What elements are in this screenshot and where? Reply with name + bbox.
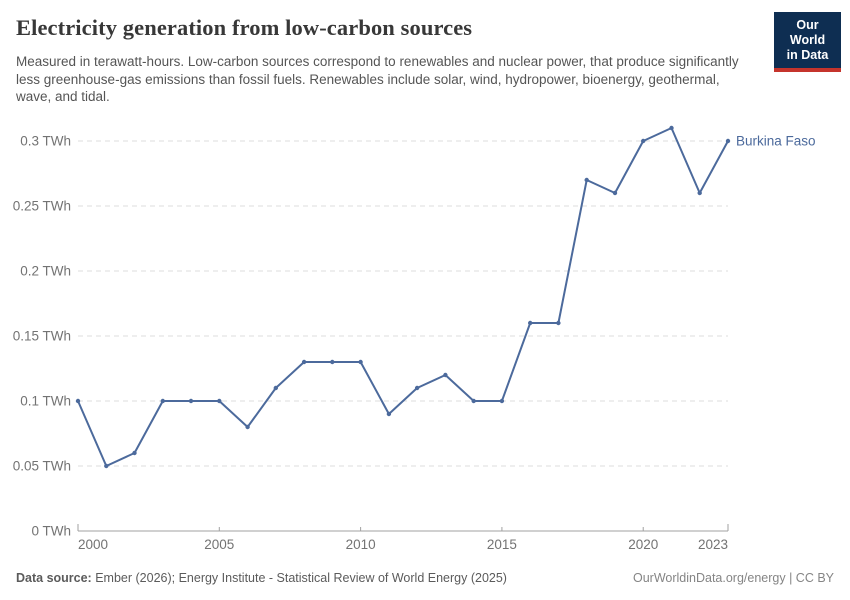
x-axis-tick-label: 2000 — [78, 537, 108, 552]
x-axis — [77, 524, 729, 532]
data-point[interactable] — [584, 177, 589, 183]
data-point[interactable] — [217, 398, 222, 404]
data-series[interactable] — [75, 125, 731, 469]
data-point[interactable] — [301, 359, 307, 365]
y-axis-tick-label: 0.15 TWh — [13, 329, 71, 344]
data-point[interactable] — [528, 320, 533, 326]
data-point[interactable] — [471, 398, 476, 404]
gridlines — [78, 140, 728, 467]
data-point[interactable] — [697, 190, 702, 196]
data-line[interactable] — [77, 127, 729, 467]
data-point[interactable] — [104, 463, 109, 469]
data-point[interactable] — [330, 359, 335, 365]
data-point[interactable] — [556, 320, 561, 326]
data-point[interactable] — [669, 125, 674, 131]
y-axis-tick-label: 0.25 TWh — [13, 199, 71, 214]
data-point[interactable] — [273, 385, 278, 391]
owid-logo-line2: in Data — [786, 48, 829, 62]
series-labels[interactable]: Burkina Faso — [736, 134, 816, 149]
y-axis-tick-label: 0.1 TWh — [20, 394, 71, 409]
y-axis-tick-label: 0.05 TWh — [13, 459, 71, 474]
x-axis-tick-label: 2015 — [487, 537, 517, 552]
data-point[interactable] — [414, 385, 420, 391]
y-axis-labels: 0 TWh 0.05 TWh 0.1 TWh 0.15 TWh 0.2 TWh 0.25 … — [13, 134, 71, 539]
data-source-label: Data source: — [16, 571, 92, 585]
data-point[interactable] — [612, 190, 618, 196]
data-point[interactable] — [386, 411, 392, 417]
license-note[interactable]: OurWorldinData.org/energy | CC BY — [632, 571, 834, 585]
owid-logo[interactable]: Our World in Data — [774, 12, 841, 72]
owid-logo-line1: Our World — [789, 18, 826, 47]
data-point[interactable] — [188, 398, 194, 404]
x-axis-tick-label: 2020 — [628, 537, 658, 552]
y-axis-tick-label: 0 TWh — [31, 524, 71, 539]
data-point[interactable] — [499, 398, 505, 404]
x-axis-tick-label: 2010 — [346, 537, 376, 552]
x-axis-tick-label: 2005 — [204, 537, 234, 552]
data-point[interactable] — [75, 398, 81, 404]
data-point[interactable] — [641, 138, 646, 144]
y-axis-tick-label: 0.3 TWh — [20, 134, 71, 149]
data-source-note: Data source: Ember (2026); Energy Instit… — [16, 571, 507, 585]
data-point[interactable] — [160, 398, 165, 404]
data-point[interactable] — [245, 424, 250, 430]
page-title: Electricity generation from low-carbon s… — [16, 15, 473, 40]
data-point[interactable] — [132, 450, 137, 456]
x-axis-tick-label: 2023 — [698, 537, 728, 552]
data-point[interactable] — [358, 359, 363, 365]
data-point[interactable] — [443, 372, 448, 378]
y-axis-tick-label: 0.2 TWh — [20, 264, 71, 279]
x-axis-labels: 2000 2005 2010 2015 2020 2023 — [78, 537, 728, 552]
data-point[interactable] — [725, 138, 731, 144]
series-label[interactable]: Burkina Faso — [736, 134, 816, 149]
chart-subtitle: Measured in terawatt-hours. Low-carbon s… — [16, 54, 739, 104]
data-source-text: Ember (2026); Energy Institute - Statist… — [91, 571, 507, 585]
